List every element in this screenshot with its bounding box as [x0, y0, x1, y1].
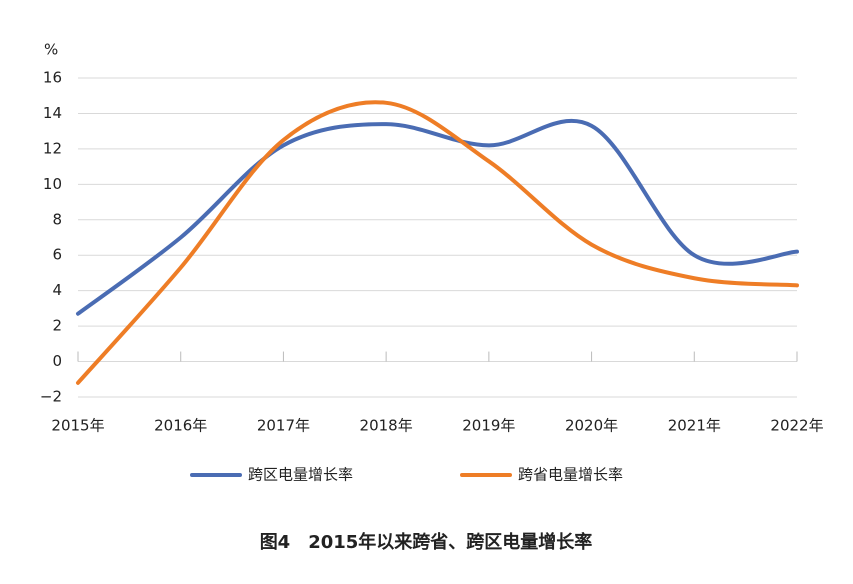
line-series: [76, 100, 799, 385]
y-tick-label: 8: [52, 210, 62, 228]
y-tick-label: 6: [52, 246, 62, 264]
y-tick-label: 10: [43, 175, 62, 193]
x-tick-label: 2015年: [51, 417, 104, 435]
x-tick-label: 2017年: [257, 417, 310, 435]
x-tick-label: 2020年: [565, 417, 618, 435]
legend-label: 跨区电量增长率: [248, 466, 353, 484]
x-tick-label: 2021年: [668, 417, 721, 435]
x-tick-label: 2016年: [154, 417, 207, 435]
y-axis-label: %: [44, 41, 58, 59]
y-tick-label: 14: [43, 104, 62, 122]
y-tick-label: −2: [40, 388, 62, 406]
y-tick-label: 16: [43, 69, 62, 87]
y-tick-label: 12: [43, 139, 62, 157]
chart-title: 图4 2015年以来跨省、跨区电量增长率: [260, 531, 593, 553]
y-tick-label: 4: [52, 281, 62, 299]
legend-label: 跨省电量增长率: [518, 466, 623, 484]
x-tick-label: 2019年: [462, 417, 515, 435]
y-tick-label: 2: [52, 317, 62, 335]
line-series: [76, 118, 799, 316]
y-tick-label: 0: [52, 352, 62, 370]
x-tick-label: 2022年: [770, 417, 823, 435]
x-tick-label: 2018年: [360, 417, 413, 435]
